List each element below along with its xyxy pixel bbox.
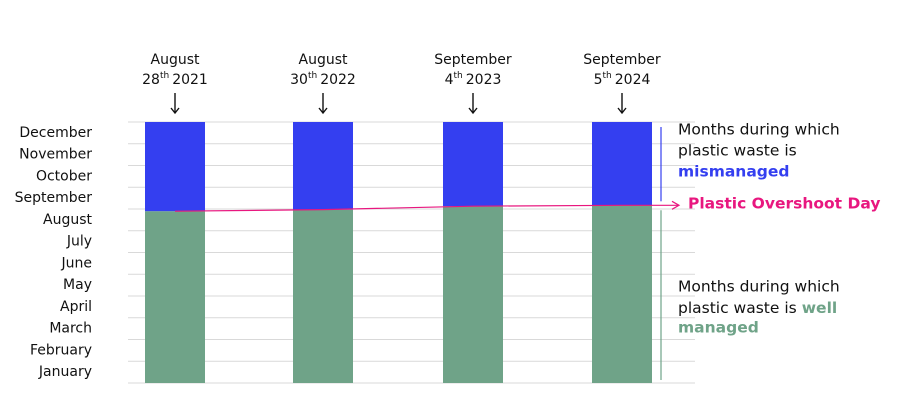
annotation: managed [678, 319, 759, 337]
x-label-date: 30th 2022 [290, 71, 356, 89]
bar-segment [293, 122, 353, 210]
arrow-head [617, 107, 627, 115]
annotation: Months during which [678, 121, 840, 139]
annotations: Months during which plastic waste is mis… [678, 121, 880, 337]
y-tick-label: April [60, 299, 92, 315]
x-label-year: 2023 [466, 72, 502, 88]
x-label-month: August [299, 52, 349, 68]
x-label-day: 5 [594, 72, 603, 88]
x-label-date: 4th 2023 [445, 71, 502, 89]
y-tick-label: August [43, 212, 93, 228]
bar-segment [443, 122, 503, 207]
annotation: plastic waste is [678, 142, 797, 160]
y-tick-label: September [15, 190, 93, 206]
y-tick-label: November [19, 147, 92, 163]
annotation-part: well [802, 299, 837, 317]
y-tick-label: December [19, 125, 92, 141]
overshoot-line [174, 204, 623, 212]
y-tick-label: May [63, 277, 92, 293]
x-label-year: 2022 [320, 72, 356, 88]
x-label-day: 4 [445, 72, 454, 88]
x-label-suffix: th [308, 71, 317, 81]
bar-segment [293, 209, 353, 383]
y-tick-label: January [38, 364, 92, 380]
annotation: plastic waste is well [678, 299, 837, 317]
arrow-head [468, 107, 478, 115]
x-label-year: 2024 [615, 72, 651, 88]
arrow-head [318, 107, 328, 115]
y-tick-label: July [66, 234, 92, 250]
y-tick-label: March [49, 321, 92, 337]
x-label-day: 28 [142, 72, 160, 88]
x-label-suffix: th [160, 71, 169, 81]
x-label-date: 5th 2024 [594, 71, 651, 89]
overshoot-arrow [671, 200, 681, 210]
bar-segment [592, 205, 652, 383]
bar-segment [443, 206, 503, 383]
x-label-suffix: th [603, 71, 612, 81]
x-label-day: 30 [290, 72, 308, 88]
bar-segment [145, 211, 205, 383]
annotation-part: plastic waste is [678, 299, 797, 317]
overshoot-label: Plastic Overshoot Day [688, 195, 880, 213]
annotation: Months during which [678, 278, 840, 296]
x-label-month: September [583, 52, 661, 68]
y-tick-label: June [61, 255, 93, 271]
x-label-date: 28th 2021 [142, 71, 208, 89]
bar-segment [145, 122, 205, 212]
x-label-suffix: th [454, 71, 463, 81]
bar-segment [592, 122, 652, 206]
arrow-head [170, 107, 180, 115]
y-tick-label: February [30, 342, 92, 358]
x-label-year: 2021 [172, 72, 208, 88]
x-label-month: August [151, 52, 201, 68]
y-tick-label: October [36, 168, 92, 184]
x-label-month: September [434, 52, 512, 68]
annotation: mismanaged [678, 163, 790, 181]
